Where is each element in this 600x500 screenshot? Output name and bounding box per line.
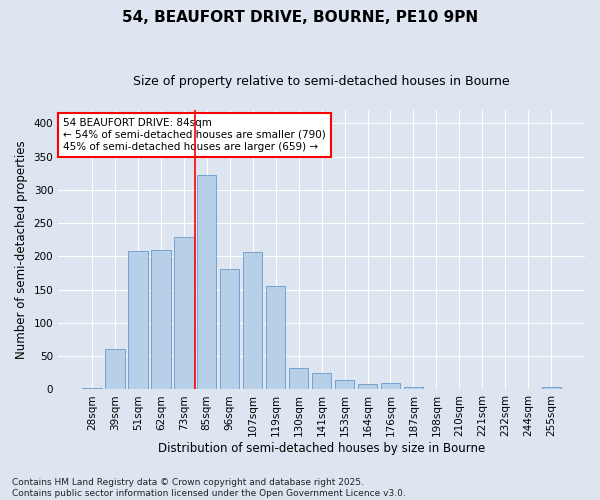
Bar	[82, 388, 101, 390]
Bar	[266, 286, 286, 390]
Bar	[174, 237, 194, 390]
Text: 54, BEAUFORT DRIVE, BOURNE, PE10 9PN: 54, BEAUFORT DRIVE, BOURNE, PE10 9PN	[122, 10, 478, 25]
Bar	[427, 389, 446, 390]
Bar	[151, 250, 170, 390]
Bar	[220, 269, 239, 390]
Bar	[105, 349, 125, 390]
Bar	[449, 389, 469, 390]
Bar	[542, 388, 561, 390]
Bar	[197, 174, 217, 390]
Bar	[358, 384, 377, 390]
Y-axis label: Number of semi-detached properties: Number of semi-detached properties	[15, 140, 28, 359]
Text: 54 BEAUFORT DRIVE: 84sqm
← 54% of semi-detached houses are smaller (790)
45% of : 54 BEAUFORT DRIVE: 84sqm ← 54% of semi-d…	[64, 118, 326, 152]
Title: Size of property relative to semi-detached houses in Bourne: Size of property relative to semi-detach…	[133, 75, 510, 88]
Bar	[381, 384, 400, 390]
Text: Contains HM Land Registry data © Crown copyright and database right 2025.
Contai: Contains HM Land Registry data © Crown c…	[12, 478, 406, 498]
Bar	[312, 373, 331, 390]
X-axis label: Distribution of semi-detached houses by size in Bourne: Distribution of semi-detached houses by …	[158, 442, 485, 455]
Bar	[289, 368, 308, 390]
Bar	[404, 387, 423, 390]
Bar	[243, 252, 262, 390]
Bar	[128, 251, 148, 390]
Bar	[335, 380, 355, 390]
Bar	[496, 389, 515, 390]
